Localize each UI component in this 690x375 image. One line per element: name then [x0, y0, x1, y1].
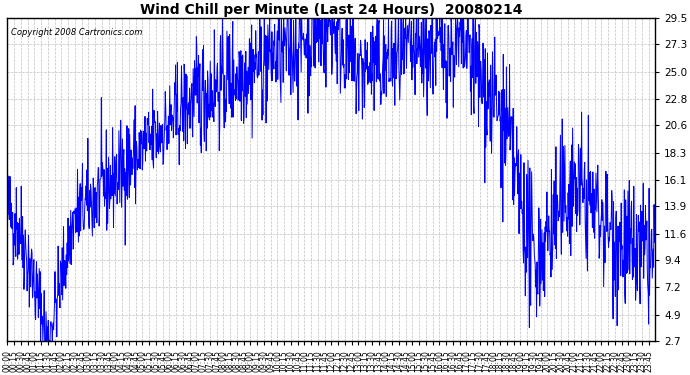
Text: Copyright 2008 Cartronics.com: Copyright 2008 Cartronics.com [10, 28, 142, 37]
Title: Wind Chill per Minute (Last 24 Hours)  20080214: Wind Chill per Minute (Last 24 Hours) 20… [140, 3, 522, 17]
